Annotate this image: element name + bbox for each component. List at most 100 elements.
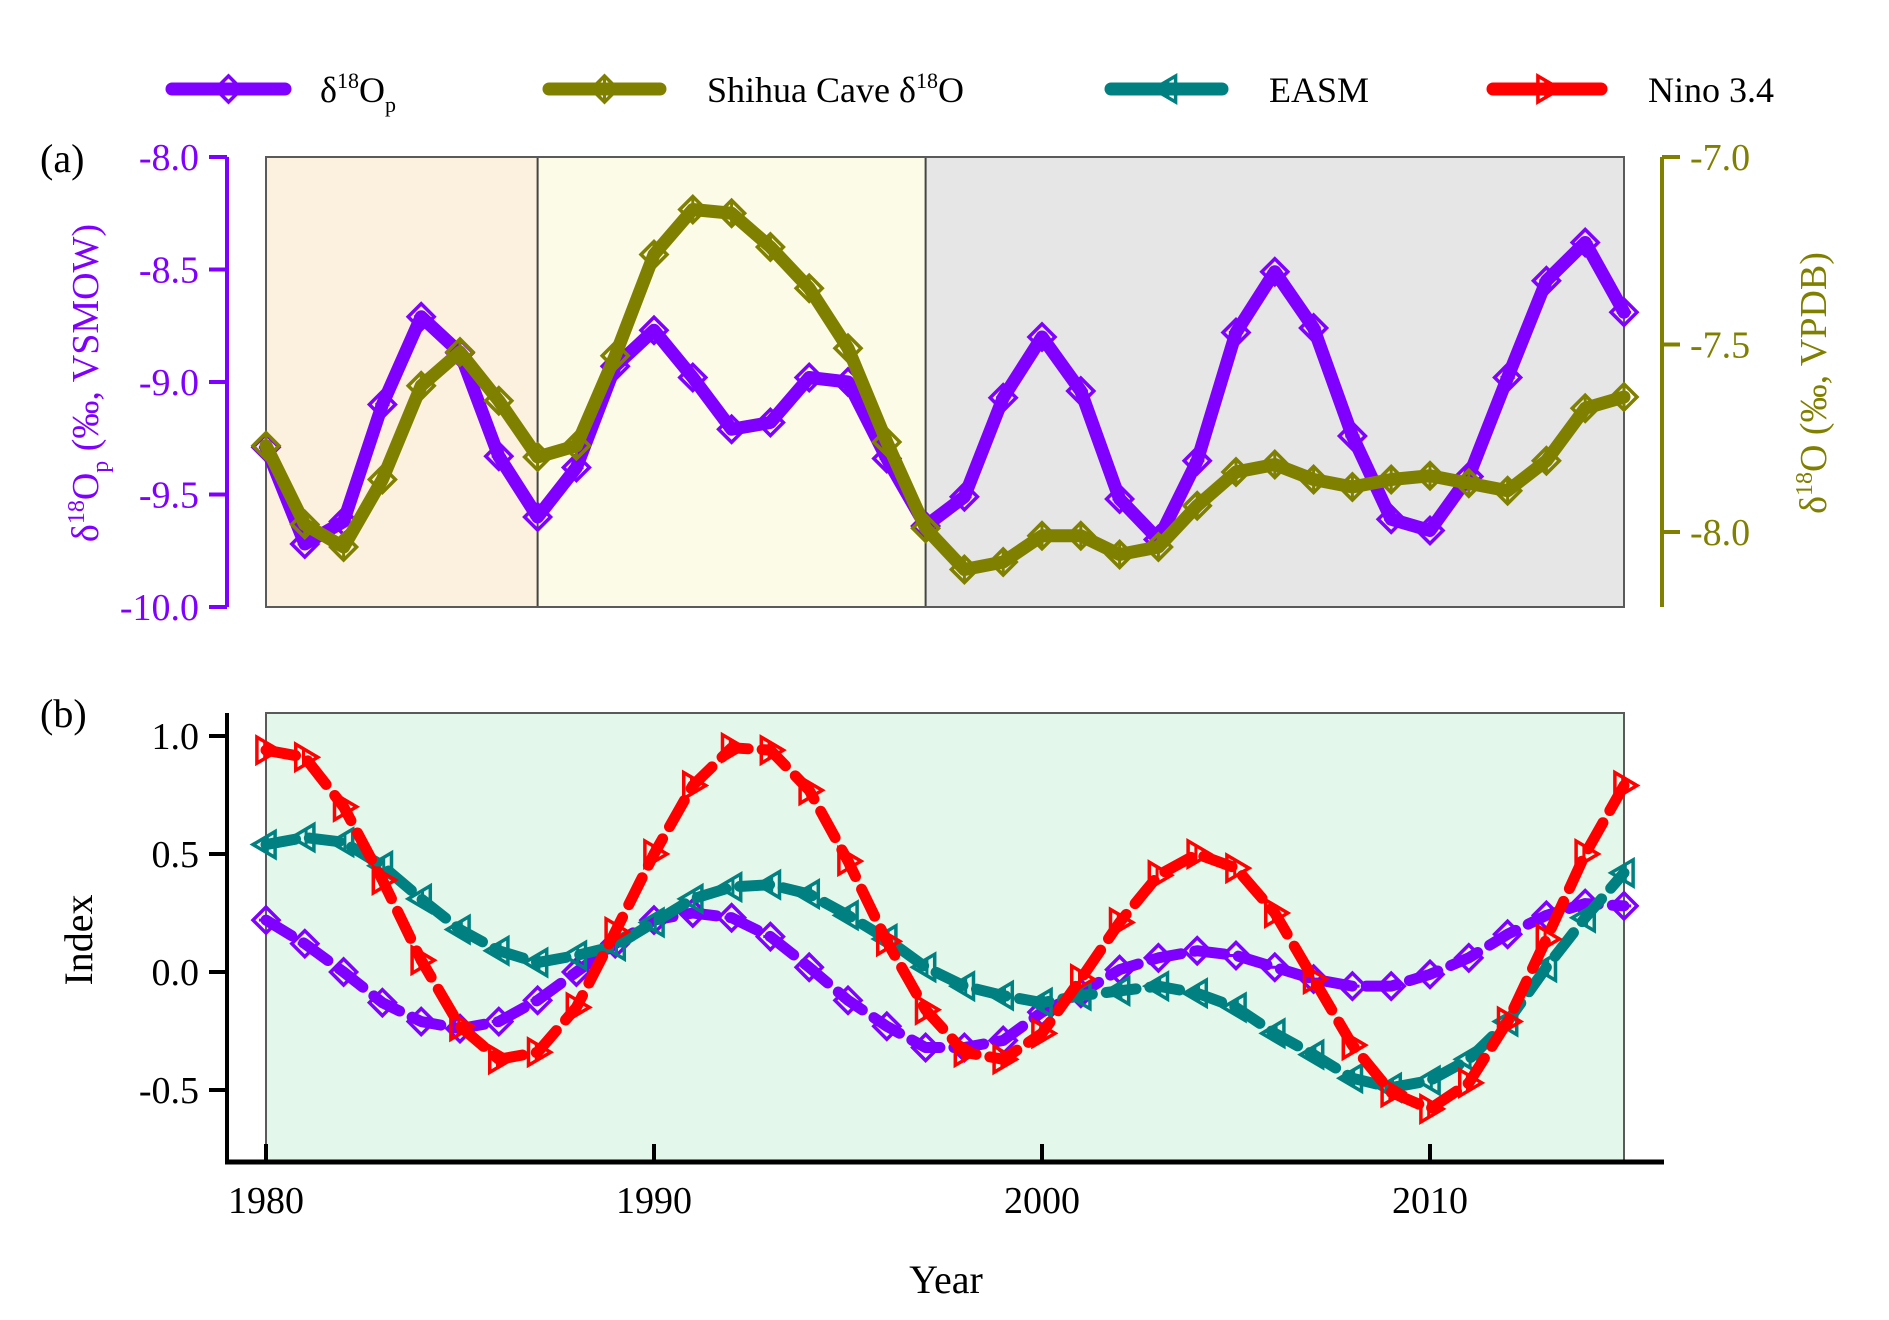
point-shihua-cave-18o-2012-shape — [1492, 475, 1524, 507]
point-nino-3-4-2006-shape — [1263, 896, 1292, 930]
panel-a-series — [250, 194, 1640, 585]
point-shihua-cave-18o-2003 — [1142, 531, 1174, 563]
point-18op-1981-shape — [289, 928, 321, 960]
point-nino-3-4-2010-shape — [1419, 1092, 1447, 1125]
point-18op-2011-shape — [1453, 942, 1485, 974]
point-nino-3-4-1993-shape — [759, 734, 787, 767]
point-18op-1993-shape — [754, 921, 786, 953]
legend-label: Nino 3.4 — [1648, 70, 1774, 110]
point-18op-1998 — [948, 481, 980, 513]
point-shihua-cave-18o-2010 — [1414, 460, 1446, 492]
point-18op-2001-shape — [1065, 375, 1097, 407]
legend-marker — [213, 73, 244, 105]
point-18op-1990 — [638, 314, 670, 346]
legend-label-sup: 18 — [337, 68, 359, 93]
point-shihua-cave-18o-2014-shape — [1569, 392, 1601, 424]
point-easm-1984 — [404, 882, 433, 915]
legend: δ18Op Shihua Cave δ18O EASM Nino 3.4 — [165, 68, 1774, 117]
point-18op-2001 — [1065, 375, 1097, 407]
point-easm-1986-shape — [482, 934, 510, 967]
point-shihua-cave-18o-2001 — [1065, 520, 1097, 552]
legend-marker — [589, 73, 620, 105]
point-18op-2008-shape — [1336, 970, 1368, 1002]
point-easm-1982 — [327, 826, 355, 859]
legend-entry-nino-3-4: Nino 3.4 — [1486, 70, 1774, 110]
point-shihua-cave-18o-1987 — [522, 441, 554, 473]
point-18op-1986-shape — [483, 1006, 515, 1038]
left-axis-tick-label: -10.0 — [120, 587, 199, 629]
panel-a-left-axis-title: δ18Op (‰, VSMOW) — [64, 224, 114, 542]
point-shihua-cave-18o-1999-shape — [987, 546, 1019, 578]
point-easm-1987-shape — [521, 946, 549, 979]
x-axis-tick-label: 1980 — [228, 1180, 304, 1222]
point-shihua-cave-18o-1995-shape — [832, 332, 864, 364]
legend-label: δ18Op — [320, 68, 396, 117]
point-18op-1987-shape — [522, 984, 554, 1016]
point-nino-3-4-1995 — [837, 845, 865, 878]
left-axis-title-sub: p — [88, 461, 114, 473]
point-shihua-cave-18o-1980 — [250, 430, 282, 462]
point-shihua-cave-18o-1981 — [289, 509, 321, 540]
point-easm-1994 — [792, 878, 821, 911]
point-easm-2005 — [1219, 991, 1247, 1024]
point-18op-1994 — [793, 951, 825, 983]
point-nino-3-4-1998 — [953, 1036, 981, 1069]
point-nino-3-4-2012 — [1496, 1005, 1525, 1038]
point-nino-3-4-1997-shape — [914, 993, 943, 1026]
point-easm-2010-shape — [1413, 1064, 1441, 1097]
line-18op — [260, 898, 1630, 1054]
point-nino-3-4-1989-shape — [604, 915, 632, 948]
point-nino-3-4-1996-shape — [875, 925, 904, 958]
point-shihua-cave-18o-2002-shape — [1104, 539, 1136, 570]
point-18op-1993-shape — [754, 407, 786, 438]
panel-b-series — [249, 731, 1641, 1125]
point-nino-3-4-1999 — [992, 1043, 1020, 1076]
point-nino-3-4-1985-shape — [449, 1010, 477, 1043]
right-axis-tick-label: -8.0 — [1690, 512, 1750, 554]
point-nino-3-4-1986-shape — [487, 1043, 516, 1076]
point-easm-1984-shape — [404, 882, 433, 915]
right-axis-title-sup: 18 — [1792, 472, 1818, 496]
point-shihua-cave-18o-2013 — [1530, 445, 1562, 477]
left-axis-title-sup: 18 — [64, 500, 90, 524]
point-shihua-cave-18o-1984-shape — [405, 370, 437, 402]
point-shihua-cave-18o-1982-shape — [328, 531, 360, 563]
x-axis-title: Year — [909, 1257, 983, 1302]
legend-marker-shape — [1536, 72, 1564, 106]
left-axis-tick-label: -8.5 — [139, 250, 199, 292]
point-18op-2000-shape — [1026, 321, 1058, 353]
point-easm-2000-shape — [1025, 986, 1053, 1019]
point-easm-2014 — [1568, 901, 1597, 934]
line-18op — [259, 236, 1631, 551]
point-nino-3-4-2012-shape — [1496, 1005, 1525, 1038]
point-18op-2003-shape — [1142, 942, 1174, 974]
point-nino-3-4-2010 — [1419, 1092, 1447, 1125]
point-18op-2010 — [1414, 958, 1446, 990]
panel-a-label: (a) — [40, 136, 84, 181]
point-18op-1986 — [483, 1006, 515, 1038]
point-18op-2005-shape — [1220, 940, 1252, 971]
point-nino-3-4-2000-shape — [1031, 1017, 1059, 1050]
point-nino-3-4-1992-shape — [720, 731, 749, 764]
point-easm-2015 — [1607, 856, 1635, 889]
point-shihua-cave-18o-1983 — [366, 464, 398, 495]
point-18op-2013 — [1530, 265, 1562, 297]
point-shihua-cave-18o-1985 — [444, 336, 476, 368]
point-18op-1981 — [289, 528, 321, 560]
legend-marker-shape — [1150, 72, 1178, 106]
panel-a-left-axis: -8.0 -8.5 -9.0 -9.5 -10.0 — [120, 137, 229, 629]
point-nino-3-4-1990-shape — [643, 837, 671, 871]
point-18op-1982 — [328, 956, 360, 988]
point-easm-2010 — [1413, 1064, 1441, 1097]
point-18op-1981 — [289, 928, 321, 960]
point-shihua-cave-18o-1996 — [871, 426, 903, 458]
point-18op-2015 — [1608, 296, 1640, 328]
point-nino-3-4-2014 — [1574, 837, 1602, 871]
legend-marker-shape — [589, 73, 620, 105]
point-shihua-cave-18o-1997-shape — [910, 512, 942, 544]
point-nino-3-4-1985 — [449, 1010, 477, 1043]
point-nino-3-4-1991-shape — [681, 769, 710, 802]
point-nino-3-4-1992 — [720, 731, 749, 764]
point-18op-2005 — [1220, 317, 1252, 348]
point-easm-2013-shape — [1529, 951, 1558, 984]
